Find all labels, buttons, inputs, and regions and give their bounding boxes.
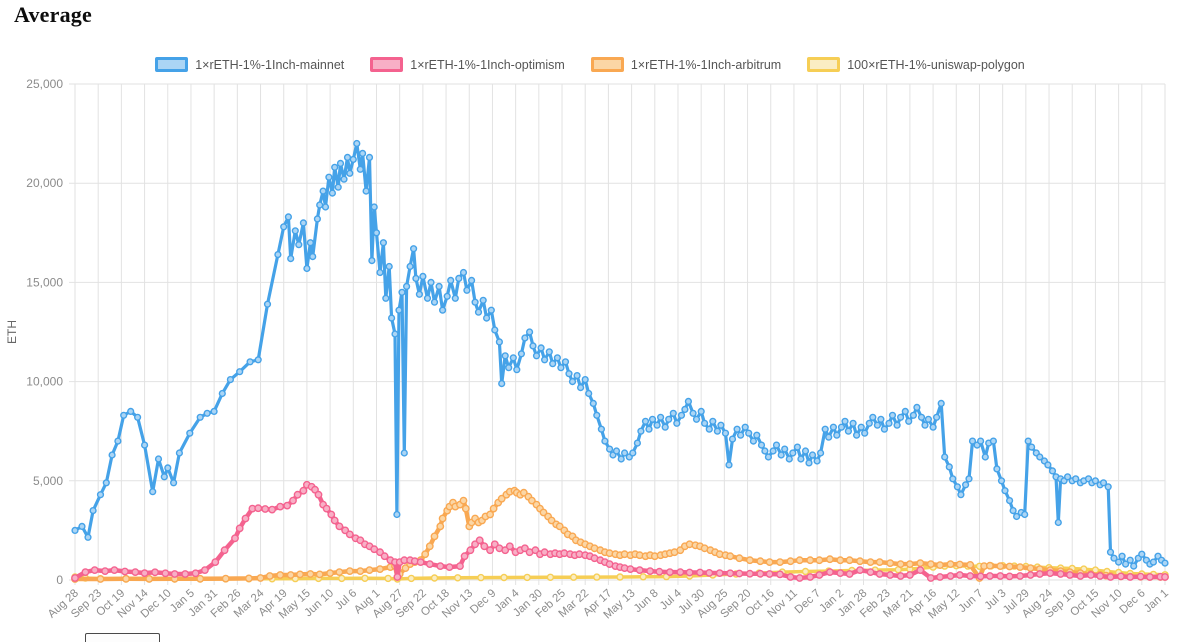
series-1×rETH-1%-1Inch-optimism [71, 480, 1169, 582]
legend-swatch [155, 57, 189, 72]
chart-legend: 1×rETH-1%-1Inch-mainnet 1×rETH-1%-1Inch-o… [0, 57, 1180, 72]
svg-text:0: 0 [56, 573, 63, 587]
legend-label: 1×rETH-1%-1Inch-arbitrum [630, 57, 782, 72]
legend-item-100×rETH-1%-uniswap-polygon[interactable]: 100×rETH-1%-uniswap-polygon [807, 57, 1025, 72]
svg-text:Dec 6: Dec 6 [1117, 587, 1147, 616]
legend-swatch [807, 57, 841, 72]
y-axis: 0 5,000 10,000 15,000 20,000 25,000 [26, 77, 63, 587]
legend-item-1×rETH-1%-1Inch-mainnet[interactable]: 1×rETH-1%-1Inch-mainnet [155, 57, 344, 72]
legend-label: 100×rETH-1%-uniswap-polygon [847, 57, 1025, 72]
legend-swatch [590, 57, 624, 72]
grid [69, 83, 1166, 585]
legend-swatch [370, 57, 404, 72]
legend-item-1×rETH-1%-1Inch-arbitrum[interactable]: 1×rETH-1%-1Inch-arbitrum [590, 57, 782, 72]
svg-text:Jun 7: Jun 7 [957, 587, 986, 615]
cropped-ui-artifact [85, 633, 160, 642]
legend-label: 1×rETH-1%-1Inch-optimism [410, 57, 565, 72]
y-axis-title: ETH [5, 320, 19, 344]
svg-text:15,000: 15,000 [26, 275, 63, 289]
svg-text:Jan 1: Jan 1 [1142, 587, 1171, 615]
svg-text:Jun 8: Jun 8 [632, 587, 661, 615]
legend-item-1×rETH-1%-1Inch-optimism[interactable]: 1×rETH-1%-1Inch-optimism [370, 57, 565, 72]
svg-text:25,000: 25,000 [26, 77, 63, 91]
legend-label: 1×rETH-1%-1Inch-mainnet [195, 57, 345, 72]
svg-text:5,000: 5,000 [33, 474, 63, 488]
page-title: Average [14, 2, 92, 27]
svg-text:10,000: 10,000 [26, 375, 63, 389]
svg-text:Dec 7: Dec 7 [793, 587, 823, 616]
svg-text:Dec 9: Dec 9 [468, 587, 498, 616]
svg-text:20,000: 20,000 [26, 176, 63, 190]
series-1×rETH-1%-1Inch-mainnet [71, 139, 1169, 570]
